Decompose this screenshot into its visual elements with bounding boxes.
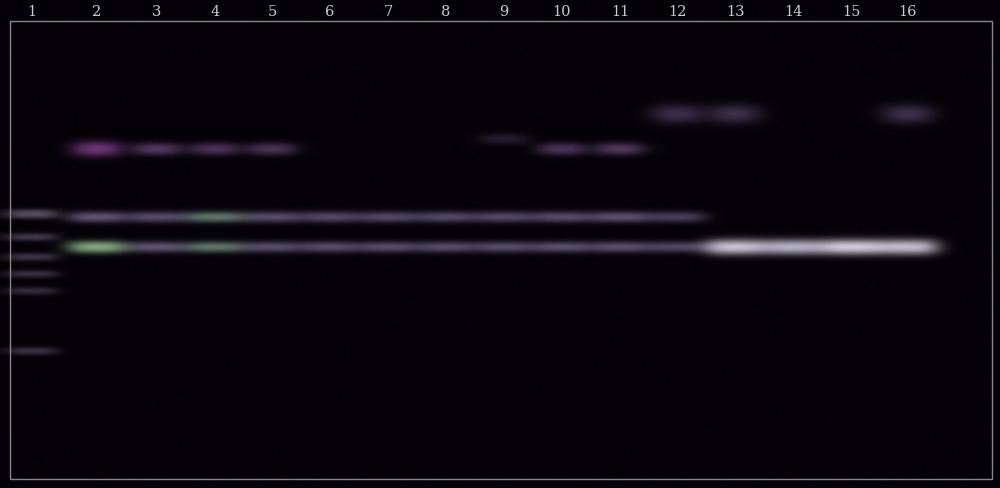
Text: 5: 5 — [267, 5, 277, 19]
Text: 12: 12 — [668, 5, 686, 19]
Text: 2: 2 — [92, 5, 102, 19]
Text: 16: 16 — [899, 5, 917, 19]
Text: 9: 9 — [499, 5, 509, 19]
Text: 1: 1 — [27, 5, 37, 19]
Text: 14: 14 — [784, 5, 802, 19]
Text: 6: 6 — [325, 5, 335, 19]
Text: 3: 3 — [152, 5, 162, 19]
Text: 4: 4 — [210, 5, 220, 19]
Text: 8: 8 — [441, 5, 451, 19]
Text: 13: 13 — [726, 5, 744, 19]
Text: 10: 10 — [553, 5, 571, 19]
Text: 11: 11 — [611, 5, 629, 19]
Text: 15: 15 — [842, 5, 860, 19]
Text: 7: 7 — [383, 5, 393, 19]
